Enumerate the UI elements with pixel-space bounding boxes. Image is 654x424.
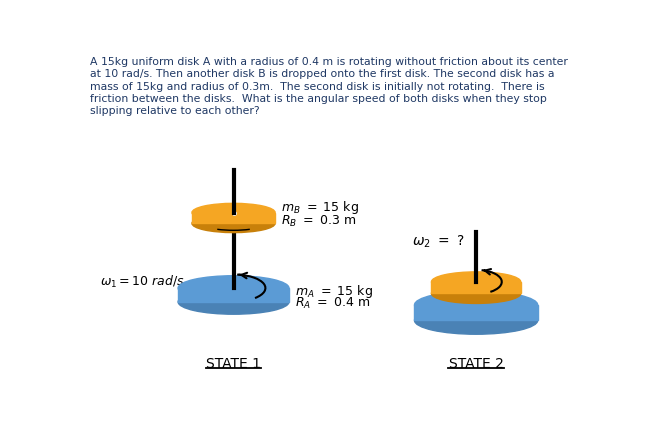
Polygon shape bbox=[415, 305, 538, 321]
Text: mass of 15kg and radius of 0.3m.  The second disk is initially not rotating.  Th: mass of 15kg and radius of 0.3m. The sec… bbox=[90, 82, 544, 92]
Text: friction between the disks.  What is the angular speed of both disks when they s: friction between the disks. What is the … bbox=[90, 94, 547, 104]
Ellipse shape bbox=[192, 204, 275, 222]
Text: STATE 2: STATE 2 bbox=[449, 357, 504, 371]
Polygon shape bbox=[178, 288, 289, 302]
Text: $\omega_1 = 10\ \mathit{rad/s}$: $\omega_1 = 10\ \mathit{rad/s}$ bbox=[100, 274, 185, 290]
Ellipse shape bbox=[415, 307, 538, 334]
Ellipse shape bbox=[415, 291, 538, 319]
Text: $m_A\ =\ 15\ \mathrm{kg}$: $m_A\ =\ 15\ \mathrm{kg}$ bbox=[295, 283, 373, 300]
Text: slipping relative to each other?: slipping relative to each other? bbox=[90, 106, 259, 116]
Text: A 15kg uniform disk A with a radius of 0.4 m is rotating without friction about : A 15kg uniform disk A with a radius of 0… bbox=[90, 57, 568, 67]
Text: $m_B\ =\ 15\ \mathrm{kg}$: $m_B\ =\ 15\ \mathrm{kg}$ bbox=[281, 199, 359, 217]
Text: STATE 1: STATE 1 bbox=[206, 357, 261, 371]
Ellipse shape bbox=[178, 290, 289, 314]
Text: $R_B\ =\ 0.3\ \mathrm{m}$: $R_B\ =\ 0.3\ \mathrm{m}$ bbox=[281, 214, 357, 229]
Ellipse shape bbox=[178, 276, 289, 300]
Text: $\omega_2\ =\ ?$: $\omega_2\ =\ ?$ bbox=[412, 234, 464, 250]
Ellipse shape bbox=[432, 283, 521, 304]
Ellipse shape bbox=[432, 272, 521, 292]
Polygon shape bbox=[432, 282, 521, 293]
Polygon shape bbox=[192, 212, 275, 223]
Text: at 10 rad/s. Then another disk B is dropped onto the first disk. The second disk: at 10 rad/s. Then another disk B is drop… bbox=[90, 70, 554, 79]
Ellipse shape bbox=[192, 214, 275, 233]
Text: $R_A\ =\ 0.4\ \mathrm{m}$: $R_A\ =\ 0.4\ \mathrm{m}$ bbox=[295, 296, 371, 311]
